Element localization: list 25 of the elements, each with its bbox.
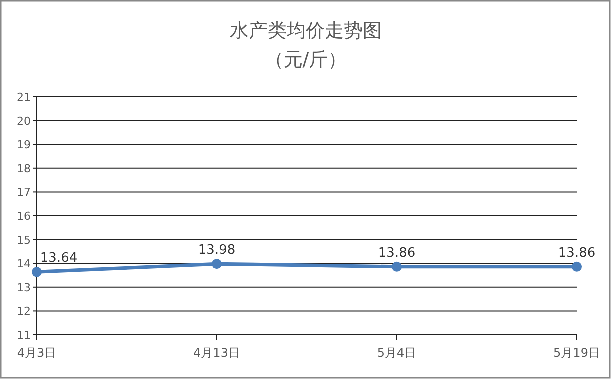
y-tick-label: 12 [17,305,31,318]
data-label: 13.86 [558,246,596,261]
x-tick-label: 4月3日 [17,346,57,360]
chart-subtitle: （元/斤） [264,49,348,71]
y-tick-label: 21 [17,91,31,104]
y-tick-label: 19 [17,138,31,152]
x-tick-label: 5月4日 [377,346,417,360]
point [392,262,402,272]
y-tick-label: 16 [17,210,31,223]
data-label: 13.64 [40,251,78,266]
chart-title: 水产类均价走势图 [230,20,382,42]
y-tick-label: 15 [17,234,31,247]
x-tick-label: 5月19日 [554,346,600,360]
y-tick-label: 18 [17,162,31,176]
point [572,262,582,272]
point [212,259,222,270]
y-tick-label: 17 [17,186,31,200]
data-label: 13.86 [378,246,416,261]
point [32,267,42,278]
data-label: 13.98 [198,243,236,258]
y-tick-label: 11 [17,329,31,342]
y-tick-label: 13 [17,281,31,294]
x-tick-label: 4月13日 [194,346,240,360]
y-tick-label: 14 [17,258,31,271]
y-tick-label: 20 [17,114,31,128]
